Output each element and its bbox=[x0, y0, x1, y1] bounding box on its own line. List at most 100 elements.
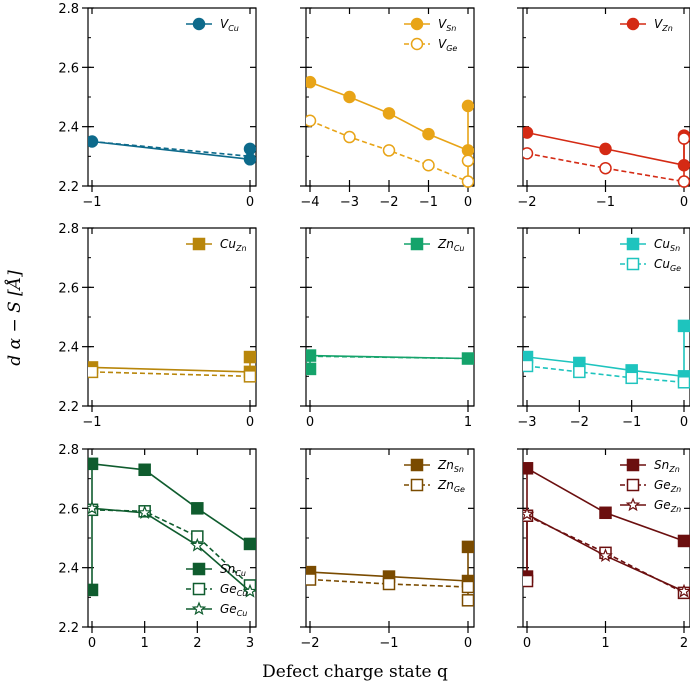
legend-marker bbox=[410, 17, 424, 31]
legend-label: ZnSn bbox=[437, 458, 464, 474]
series-line bbox=[526, 356, 685, 378]
series-line bbox=[91, 140, 251, 158]
legend-label: GeZn bbox=[654, 478, 681, 494]
y-tick-label: 2.6 bbox=[58, 281, 79, 296]
data-point bbox=[243, 370, 256, 383]
legend-marker bbox=[192, 17, 206, 31]
legend-marker bbox=[192, 562, 206, 576]
panel-frame bbox=[305, 227, 475, 407]
legend-label: SnZn bbox=[654, 458, 680, 474]
data-point bbox=[382, 577, 396, 591]
x-tick-label: −2 bbox=[300, 636, 319, 651]
panel-8: −2 −1 0 ZnSn ZnGe bbox=[300, 448, 475, 651]
y-tick-label: 2.4 bbox=[58, 121, 79, 136]
data-point bbox=[191, 502, 204, 515]
data-point bbox=[190, 537, 205, 552]
x-tick-label: 0 bbox=[680, 195, 688, 210]
data-point bbox=[243, 537, 256, 551]
data-point bbox=[88, 365, 99, 379]
x-tick-label: 2 bbox=[680, 636, 688, 651]
legend-marker bbox=[626, 458, 640, 472]
data-point bbox=[306, 573, 317, 586]
x-tick-label: −2 bbox=[570, 415, 589, 430]
y-tick-label: 2.4 bbox=[58, 341, 79, 356]
data-point bbox=[382, 144, 396, 157]
legend-marker bbox=[410, 37, 424, 51]
data-point bbox=[422, 158, 435, 172]
panel-frame bbox=[87, 448, 257, 628]
x-tick-label: −1 bbox=[596, 195, 615, 210]
x-tick-label: −1 bbox=[82, 195, 101, 210]
data-point bbox=[343, 90, 356, 104]
series-group bbox=[88, 350, 256, 383]
y-tick-label: 2.6 bbox=[58, 61, 79, 76]
panel-frame bbox=[87, 7, 257, 187]
series-line bbox=[91, 366, 251, 373]
panel-2: −4 −3 −2 −1 0 VSn VGe bbox=[300, 7, 475, 210]
x-tick-label: 2 bbox=[193, 636, 201, 651]
panel-frame bbox=[522, 7, 690, 187]
series-line bbox=[309, 578, 469, 588]
data-point bbox=[599, 161, 612, 175]
panel-frame bbox=[522, 448, 690, 628]
series-group bbox=[88, 135, 256, 166]
data-point bbox=[306, 114, 317, 127]
panel-6: −3 −2 −1 0 CuSn CuGe bbox=[517, 227, 690, 430]
legend-label: CuGe bbox=[654, 257, 681, 273]
data-point bbox=[677, 534, 690, 548]
x-tick-label: 0 bbox=[246, 195, 254, 210]
series-line bbox=[309, 354, 469, 360]
x-tick-label: 1 bbox=[141, 636, 149, 651]
data-point bbox=[422, 127, 435, 141]
data-point bbox=[599, 142, 612, 156]
series-group bbox=[88, 457, 256, 598]
legend-marker bbox=[192, 582, 206, 596]
legend-label: CuZn bbox=[220, 237, 247, 253]
data-point bbox=[306, 75, 317, 89]
data-point bbox=[88, 457, 99, 471]
legend-label: SnCu bbox=[220, 562, 246, 578]
legend-label: CuSn bbox=[654, 237, 680, 253]
x-tick-label: 0 bbox=[464, 636, 472, 651]
series-line bbox=[526, 152, 685, 183]
series-group bbox=[523, 319, 690, 389]
x-tick-label: −1 bbox=[419, 195, 438, 210]
series-group bbox=[523, 126, 690, 188]
data-point bbox=[599, 506, 612, 520]
legend-marker bbox=[626, 257, 640, 271]
data-point bbox=[461, 175, 474, 188]
data-point bbox=[598, 548, 613, 562]
x-tick-label: −1 bbox=[82, 415, 101, 430]
legend-label: VGe bbox=[438, 37, 457, 53]
x-tick-label: 0 bbox=[306, 415, 314, 430]
series-line bbox=[91, 140, 251, 161]
legend-marker bbox=[192, 237, 206, 251]
x-tick-label: −2 bbox=[517, 195, 536, 210]
x-tick-label: 0 bbox=[680, 415, 688, 430]
data-point bbox=[88, 583, 99, 597]
series-group bbox=[306, 540, 474, 607]
data-point bbox=[242, 583, 256, 598]
legend-marker bbox=[626, 17, 640, 31]
panel-7: 2.2 2.4 2.6 2.8 0 1 2 3 SnCu GeCu GeCu bbox=[58, 443, 257, 651]
y-tick-label: 2.2 bbox=[58, 621, 79, 636]
data-point bbox=[523, 359, 534, 373]
data-point bbox=[677, 376, 690, 389]
data-point bbox=[138, 463, 151, 477]
y-tick-label: 2.2 bbox=[58, 400, 79, 415]
legend-label: GeZn bbox=[654, 498, 681, 514]
x-tick-label: 0 bbox=[246, 415, 254, 430]
y-tick-label: 2.2 bbox=[58, 180, 79, 195]
data-point bbox=[461, 144, 474, 157]
data-point bbox=[306, 362, 317, 376]
legend-marker bbox=[626, 237, 640, 251]
x-tick-label: −4 bbox=[300, 195, 319, 210]
legend-label: VCu bbox=[220, 17, 239, 33]
x-tick-label: 1 bbox=[464, 415, 472, 430]
x-tick-label: −3 bbox=[340, 195, 359, 210]
panel-9: 0 1 2 SnZn GeZn GeZn bbox=[517, 448, 690, 651]
legend-marker bbox=[191, 601, 207, 616]
data-point bbox=[573, 365, 586, 379]
data-point bbox=[677, 132, 690, 145]
